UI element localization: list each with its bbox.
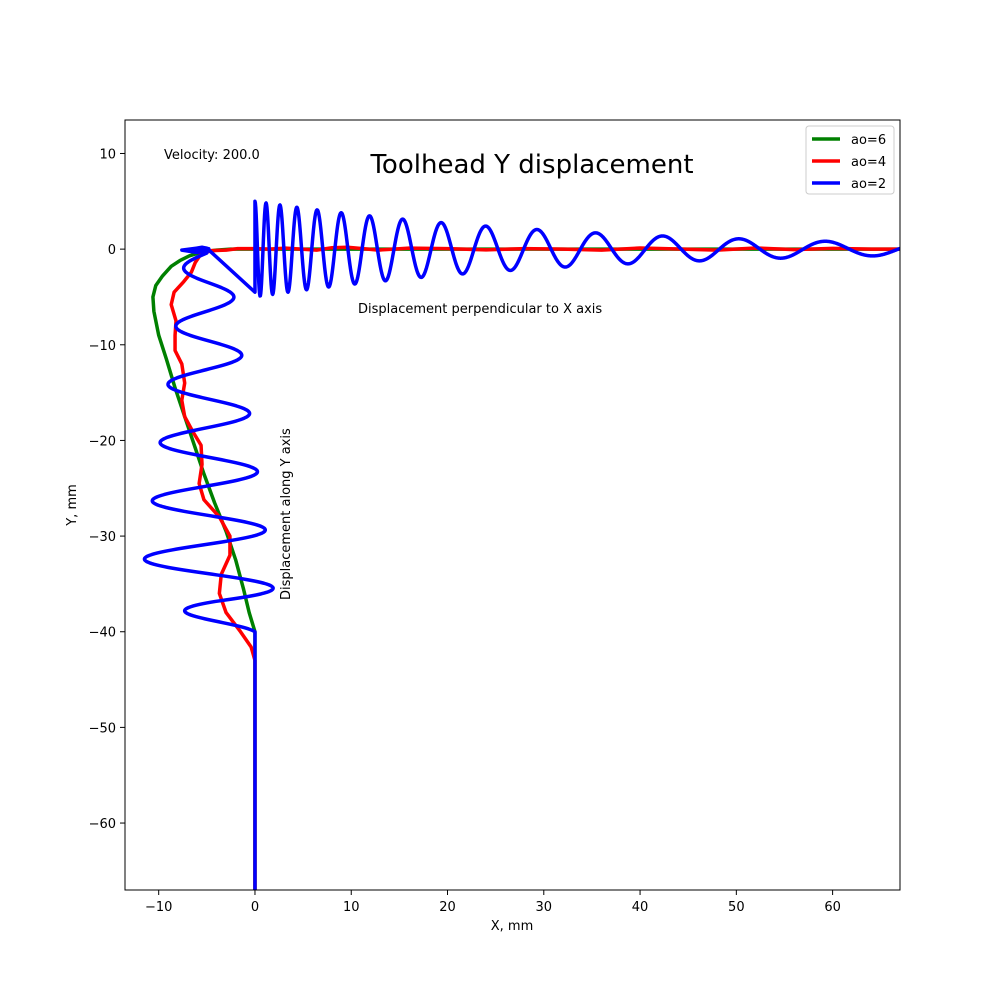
plot-frame — [124, 119, 901, 891]
x-tick-label: 0 — [251, 900, 259, 915]
x-tick-label: 50 — [728, 900, 745, 915]
series-line-ao-6 — [151, 247, 900, 890]
x-tick-label: 60 — [824, 900, 841, 915]
x-tick-label: −10 — [145, 900, 172, 915]
y-axis-label: Y, mm — [65, 484, 80, 527]
perpendicular-annotation: Displacement perpendicular to X axis — [358, 302, 602, 317]
legend: ao=6 ao=4 ao=2 — [805, 125, 895, 195]
legend-label: ao=4 — [851, 155, 886, 170]
chart-title: Toolhead Y displacement — [369, 150, 693, 180]
legend-box — [805, 125, 895, 195]
series-group — [142, 199, 900, 890]
x-axis-label: X, mm — [491, 919, 534, 934]
y-tick-label: 10 — [99, 147, 116, 162]
y-tick-label: −40 — [89, 626, 116, 641]
x-tick-label: 40 — [632, 900, 649, 915]
y-tick-label: −50 — [89, 721, 116, 736]
x-tick-label: 20 — [439, 900, 456, 915]
x-tick-label: 10 — [343, 900, 360, 915]
y-tick-label: −20 — [89, 434, 116, 449]
legend-label: ao=6 — [851, 133, 886, 148]
series-line-ao-2 — [142, 199, 900, 890]
along-annotation: Displacement along Y axis — [279, 428, 294, 600]
x-tick-label: 30 — [536, 900, 553, 915]
y-tick-label: 0 — [108, 243, 116, 258]
y-tick-label: −30 — [89, 530, 116, 545]
y-tick-label: −60 — [89, 817, 116, 832]
velocity-annotation: Velocity: 200.0 — [164, 148, 260, 163]
y-tick-label: −10 — [89, 339, 116, 354]
legend-label: ao=2 — [851, 177, 886, 192]
